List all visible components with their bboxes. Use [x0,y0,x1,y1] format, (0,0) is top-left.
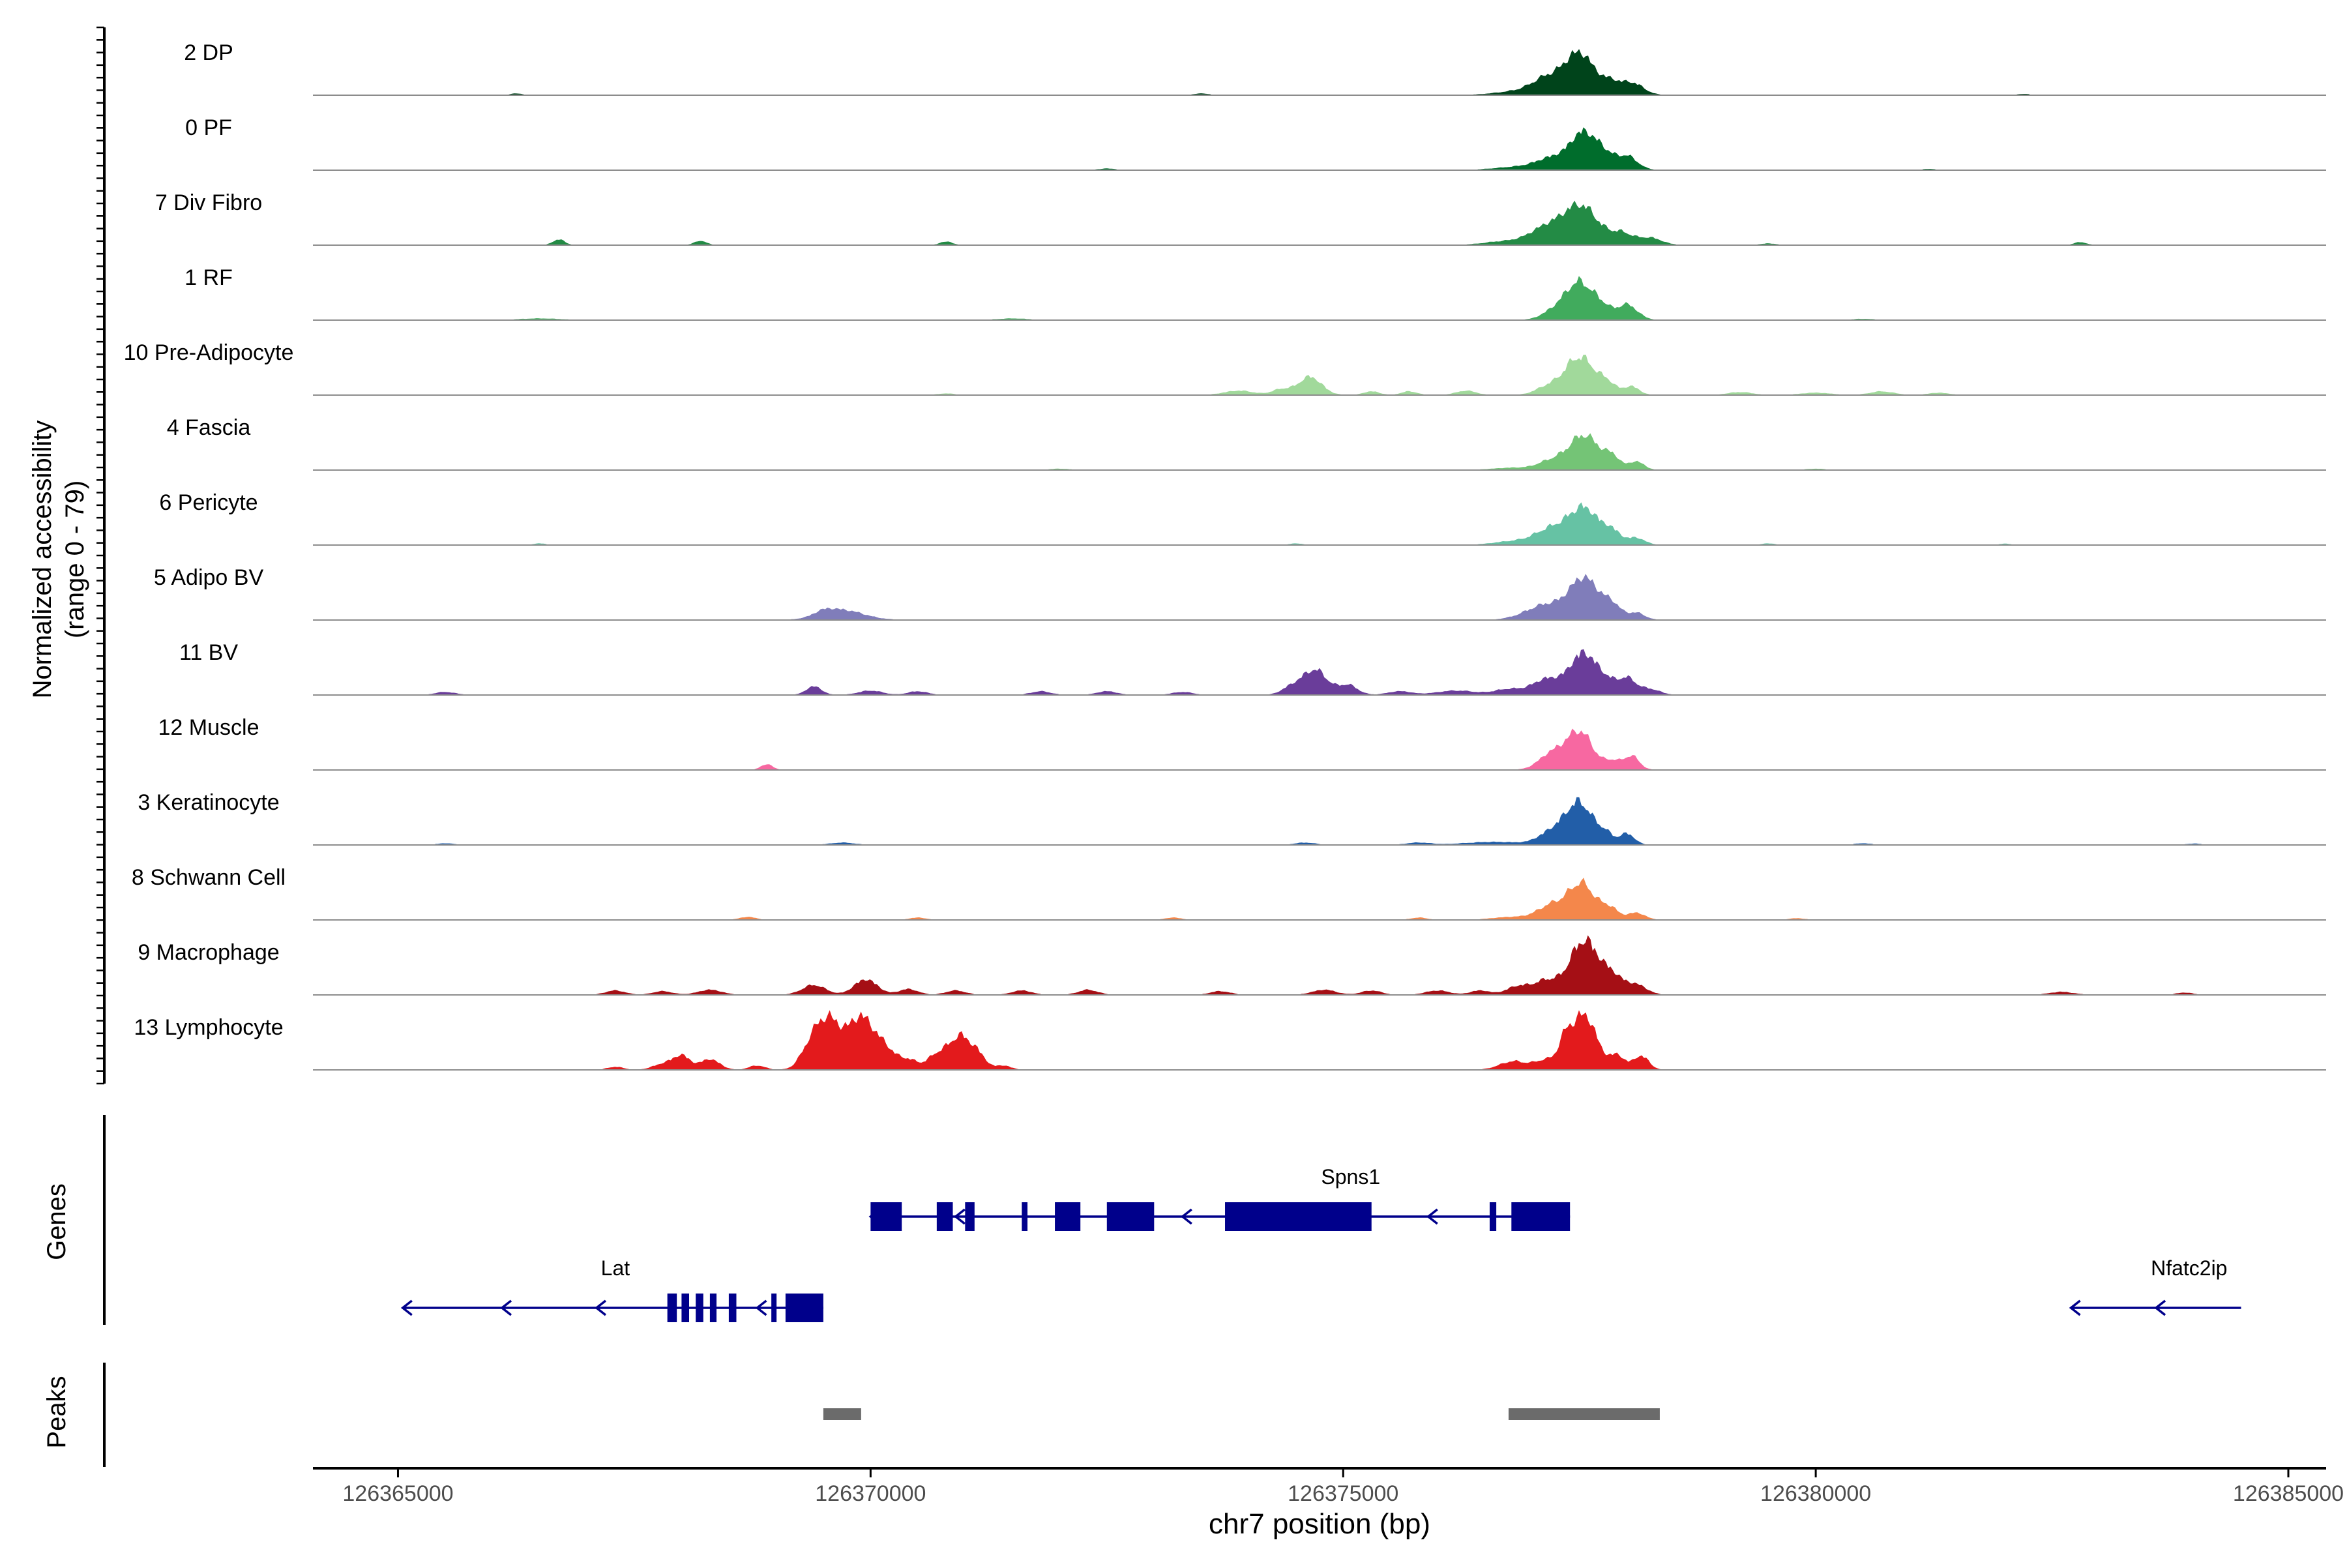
track-label: 1 RF [185,265,233,290]
exon [1022,1202,1028,1231]
exon [785,1294,823,1322]
track-label: 3 Keratinocyte [138,790,279,815]
coverage-area [313,355,2326,396]
coverage-tracks: 2 DP 0 PF 7 Div Fibro 1 RF 10 Pre-Adipocyte 4… [124,40,2326,1071]
track-12: 8 Schwann Cell [132,865,2326,921]
track-3: 7 Div Fibro [155,190,2326,246]
track-label: 11 BV [179,640,238,665]
gene-nfatc2ip: Nfatc2ip [2069,1256,2241,1316]
coverage-area [313,649,2326,696]
coverage-area [313,878,2326,921]
strand-arrow [1426,1208,1438,1225]
x-axis-tick-label: 126365000 [342,1481,453,1506]
coverage-area [313,728,2326,771]
track-8: 5 Adipo BV [154,565,2326,621]
track-11: 3 Keratinocyte [138,790,2326,846]
x-axis-tick-label: 126385000 [2233,1481,2344,1506]
coverage-area [313,502,2326,546]
track-label: 9 Macrophage [138,940,279,965]
x-axis-title: chr7 position (bp) [1209,1508,1430,1540]
strand-arrow [2154,1299,2166,1316]
coverage-area [313,276,2326,321]
track-10: 12 Muscle [158,715,2326,771]
exon [728,1294,737,1322]
track-label: 10 Pre-Adipocyte [124,340,294,365]
track-6: 4 Fascia [167,415,2326,471]
strand-arrow [2069,1299,2081,1316]
coverage-area [313,935,2326,996]
genes-panel-label: Genes [42,1183,71,1260]
x-axis: 126365000 126370000 126375000 126380000 1263… [342,1468,2344,1506]
strand-arrow [954,1208,966,1225]
y-axis-title-line1: Normalized accessibility [28,421,57,699]
coverage-area [313,200,2326,246]
exon [681,1294,690,1322]
gene-spns1: Spns1 [868,1165,1571,1231]
exon [1225,1202,1372,1231]
track-label: 13 Lymphocyte [134,1015,283,1040]
x-axis-tick-label: 126375000 [1288,1481,1398,1506]
strand-arrow [595,1299,607,1316]
exon [965,1202,975,1231]
y-axis-title-line2: (range 0 - 79) [61,481,89,638]
strand-arrow [755,1299,767,1316]
peak-track [823,1408,1660,1420]
coverage-area [313,797,2326,846]
peak-region [823,1408,861,1420]
track-label: 4 Fascia [167,415,251,440]
track-14: 13 Lymphocyte [134,1010,2326,1071]
gene-label: Spns1 [1321,1165,1380,1189]
track-1: 2 DP [184,40,2326,96]
track-4: 1 RF [185,265,2326,321]
coverage-area [313,49,2326,96]
y-axis [96,26,106,1085]
x-axis-tick-label: 126380000 [1760,1481,1871,1506]
track-label: 5 Adipo BV [154,565,264,590]
peaks-panel-label: Peaks [42,1376,71,1448]
x-axis-tick-label: 126370000 [815,1481,926,1506]
track-5: 10 Pre-Adipocyte [124,340,2326,396]
peak-region [1508,1408,1660,1420]
y-axis-title: Normalized accessibility (range 0 - 79) [28,421,89,699]
track-label: 6 Pericyte [159,490,258,515]
exon [936,1202,953,1231]
exon [771,1294,777,1322]
coverage-area [313,1010,2326,1071]
strand-arrow [500,1299,512,1316]
exon [696,1294,703,1322]
track-2: 0 PF [185,115,2326,171]
coverage-area [313,433,2326,471]
gene-label: Lat [601,1256,630,1280]
strand-arrow [400,1299,413,1316]
exon [709,1294,717,1322]
coverage-area [313,574,2326,621]
track-label: 2 DP [184,40,233,65]
gene-annotation-track: Spns1 Lat Nfatc2ip [400,1165,2241,1322]
exon [1511,1202,1571,1231]
coverage-area [313,127,2326,171]
track-label: 0 PF [185,115,232,140]
strand-arrow [1180,1208,1192,1225]
track-label: 8 Schwann Cell [132,865,286,890]
exon [870,1202,902,1231]
exon [1055,1202,1081,1231]
track-7: 6 Pericyte [159,490,2326,546]
gene-lat: Lat [400,1256,823,1322]
gene-label: Nfatc2ip [2151,1256,2227,1280]
exon [1106,1202,1155,1231]
track-9: 11 BV [179,640,2326,696]
track-label: 12 Muscle [158,715,259,740]
track-label: 7 Div Fibro [155,190,262,215]
exon [667,1294,677,1322]
track-13: 9 Macrophage [138,935,2326,996]
exon [1489,1202,1497,1231]
